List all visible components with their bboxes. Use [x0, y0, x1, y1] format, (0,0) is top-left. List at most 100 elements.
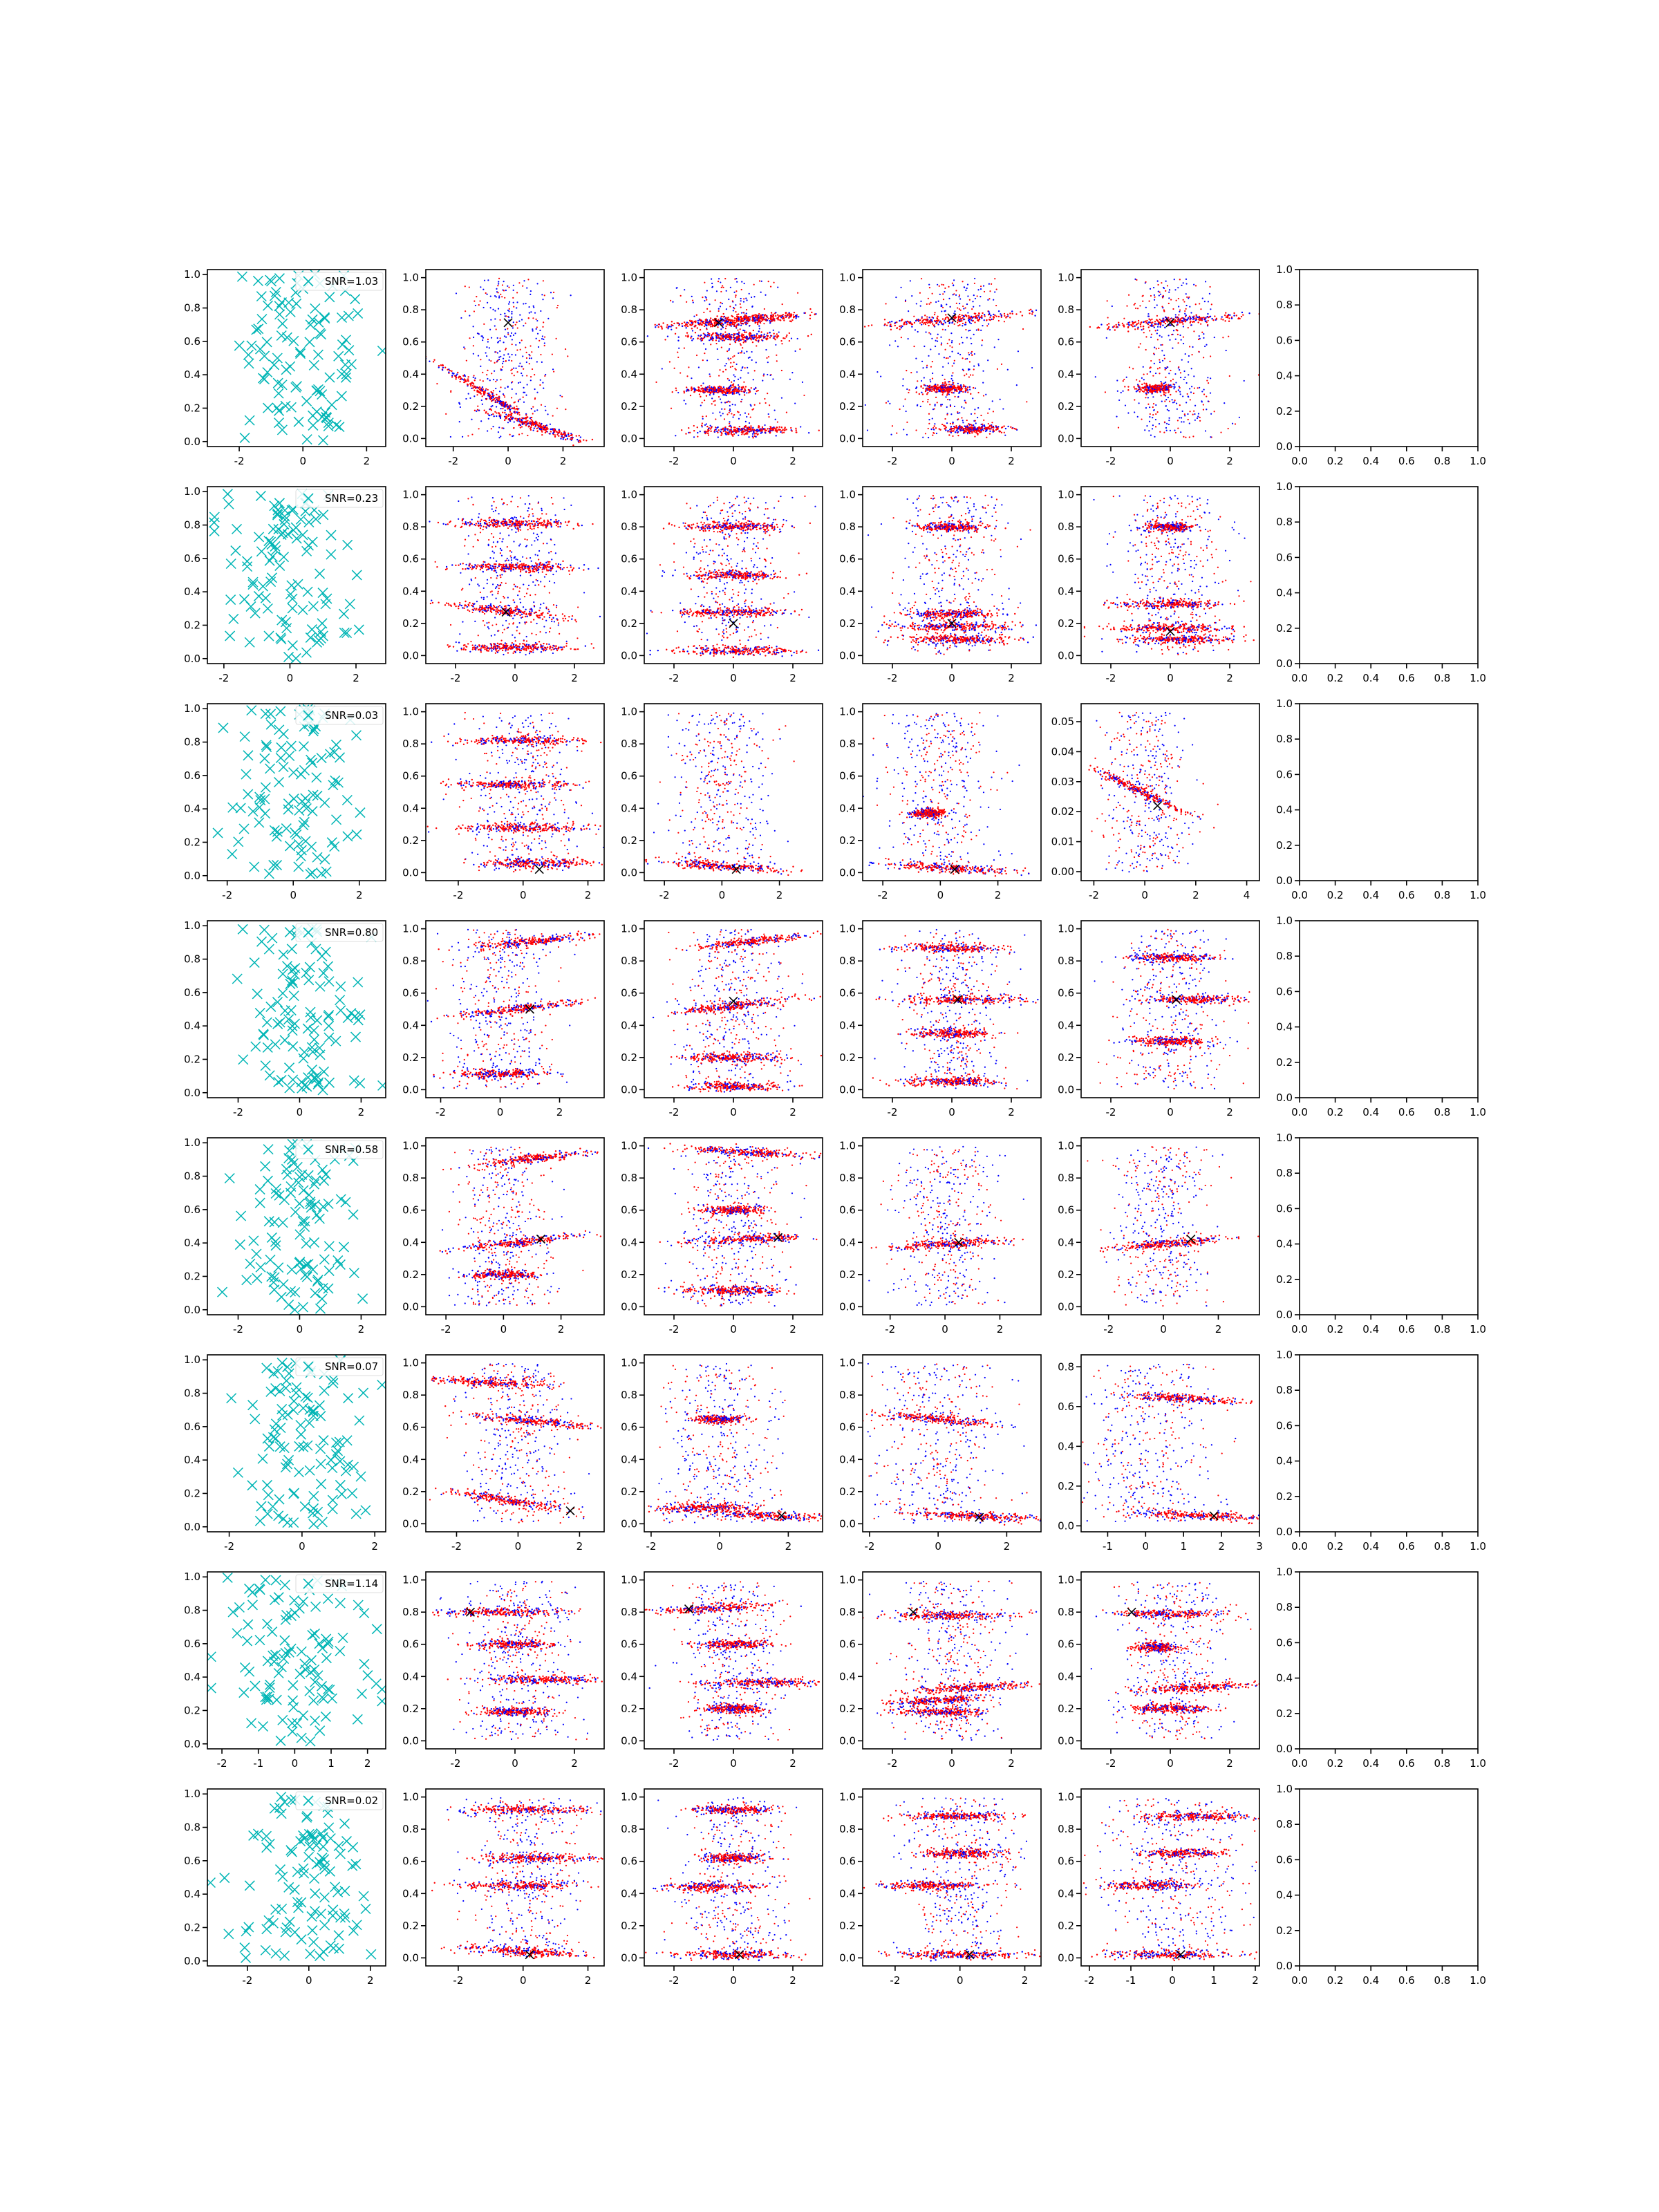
cloud-point [553, 428, 556, 430]
cloud-point [953, 279, 955, 281]
cloud-point [980, 288, 982, 290]
cloud-point [487, 369, 489, 371]
legend-marker-icon [303, 276, 314, 287]
cloud-point [711, 397, 713, 400]
cloud-point [931, 361, 933, 363]
cloud-point [1153, 294, 1155, 296]
cloud-point [1168, 423, 1170, 426]
cloud-point [526, 287, 528, 289]
cloud-point [758, 428, 761, 431]
cloud-point [675, 389, 677, 391]
cloud-point [959, 324, 961, 326]
cloud-point [690, 388, 693, 390]
cloud-point [974, 387, 977, 389]
cloud-point [957, 352, 959, 355]
cloud-point [739, 328, 741, 330]
cloud-point [1182, 395, 1184, 397]
cloud-point [1159, 326, 1161, 328]
cloud-point [688, 427, 690, 429]
cloud-point [740, 324, 742, 326]
cloud-point [483, 409, 485, 411]
cloud-point [721, 433, 723, 435]
cloud-point [741, 281, 743, 283]
cloud-point [740, 344, 742, 346]
cloud-point [707, 323, 709, 326]
cloud-point [761, 316, 763, 318]
cloud-point [738, 393, 740, 395]
cloud-point [1221, 316, 1223, 318]
cloud-point [507, 353, 509, 355]
cloud-point [701, 321, 704, 324]
cloud-point [1210, 436, 1212, 438]
cloud-point [1147, 326, 1150, 328]
cloud-point [899, 328, 901, 330]
cloud-point [939, 390, 941, 392]
cloud-point [666, 324, 668, 326]
sample-point [377, 346, 386, 357]
cloud-point [733, 379, 735, 382]
cloud-point [772, 313, 774, 316]
cloud-point [457, 371, 459, 374]
cloud-point [962, 368, 964, 371]
cloud-point [959, 317, 962, 320]
cloud-point [1152, 385, 1154, 387]
cloud-point [462, 375, 465, 377]
sample-point [272, 353, 283, 364]
cloud-point [1191, 386, 1193, 388]
cloud-point [700, 390, 702, 393]
cloud-point [1188, 355, 1190, 357]
cloud-point [702, 415, 704, 418]
cloud-point [1210, 308, 1212, 310]
cloud-point [521, 372, 523, 375]
cloud-point [1013, 427, 1015, 430]
cloud-point [735, 326, 738, 328]
cloud-point [497, 359, 499, 362]
cloud-point [1207, 312, 1209, 315]
cloud-point [717, 436, 719, 438]
cloud-point [715, 427, 717, 429]
cloud-point [1206, 409, 1208, 411]
cloud-point [1168, 289, 1171, 291]
cloud-point [444, 366, 447, 368]
cloud-point [1183, 370, 1185, 373]
cloud-point [729, 339, 731, 341]
cloud-point [1152, 424, 1154, 427]
cloud-point [977, 427, 980, 429]
cloud-point [995, 288, 997, 290]
cloud-point [483, 323, 485, 325]
sample-point [290, 382, 301, 393]
cloud-point [495, 397, 497, 399]
cloud-point [936, 340, 939, 342]
cloud-point [458, 421, 460, 423]
cloud-point [1182, 342, 1185, 345]
sample-point [353, 308, 364, 319]
cloud-point [958, 296, 960, 298]
cloud-point [532, 328, 534, 330]
cloud-point [1157, 290, 1159, 292]
cloud-point [1205, 320, 1207, 322]
cloud-point [1161, 400, 1163, 402]
cloud-point [685, 390, 688, 392]
cloud-point [1143, 379, 1145, 381]
cloud-point [725, 308, 727, 310]
cloud-point [785, 316, 787, 319]
cloud-point [499, 319, 501, 321]
cloud-point [693, 391, 695, 393]
cloud-point [748, 332, 751, 335]
cloud-point [500, 369, 503, 371]
cloud-point [968, 376, 970, 378]
cloud-point [1198, 318, 1200, 321]
cloud-point [706, 321, 709, 324]
cloud-point [903, 321, 906, 324]
cloud-point [503, 394, 505, 397]
cloud-point [752, 316, 755, 319]
cloud-point [767, 356, 770, 358]
cloud-point [940, 342, 943, 344]
cloud-ytick-label: 1.0 [839, 272, 856, 284]
cloud-point [758, 325, 760, 327]
cloud-ytick-label: 1.0 [1058, 272, 1074, 284]
cloud-point [818, 429, 820, 431]
cloud-point [544, 336, 546, 338]
cloud-point [1201, 391, 1203, 393]
cloud-point [552, 415, 554, 417]
